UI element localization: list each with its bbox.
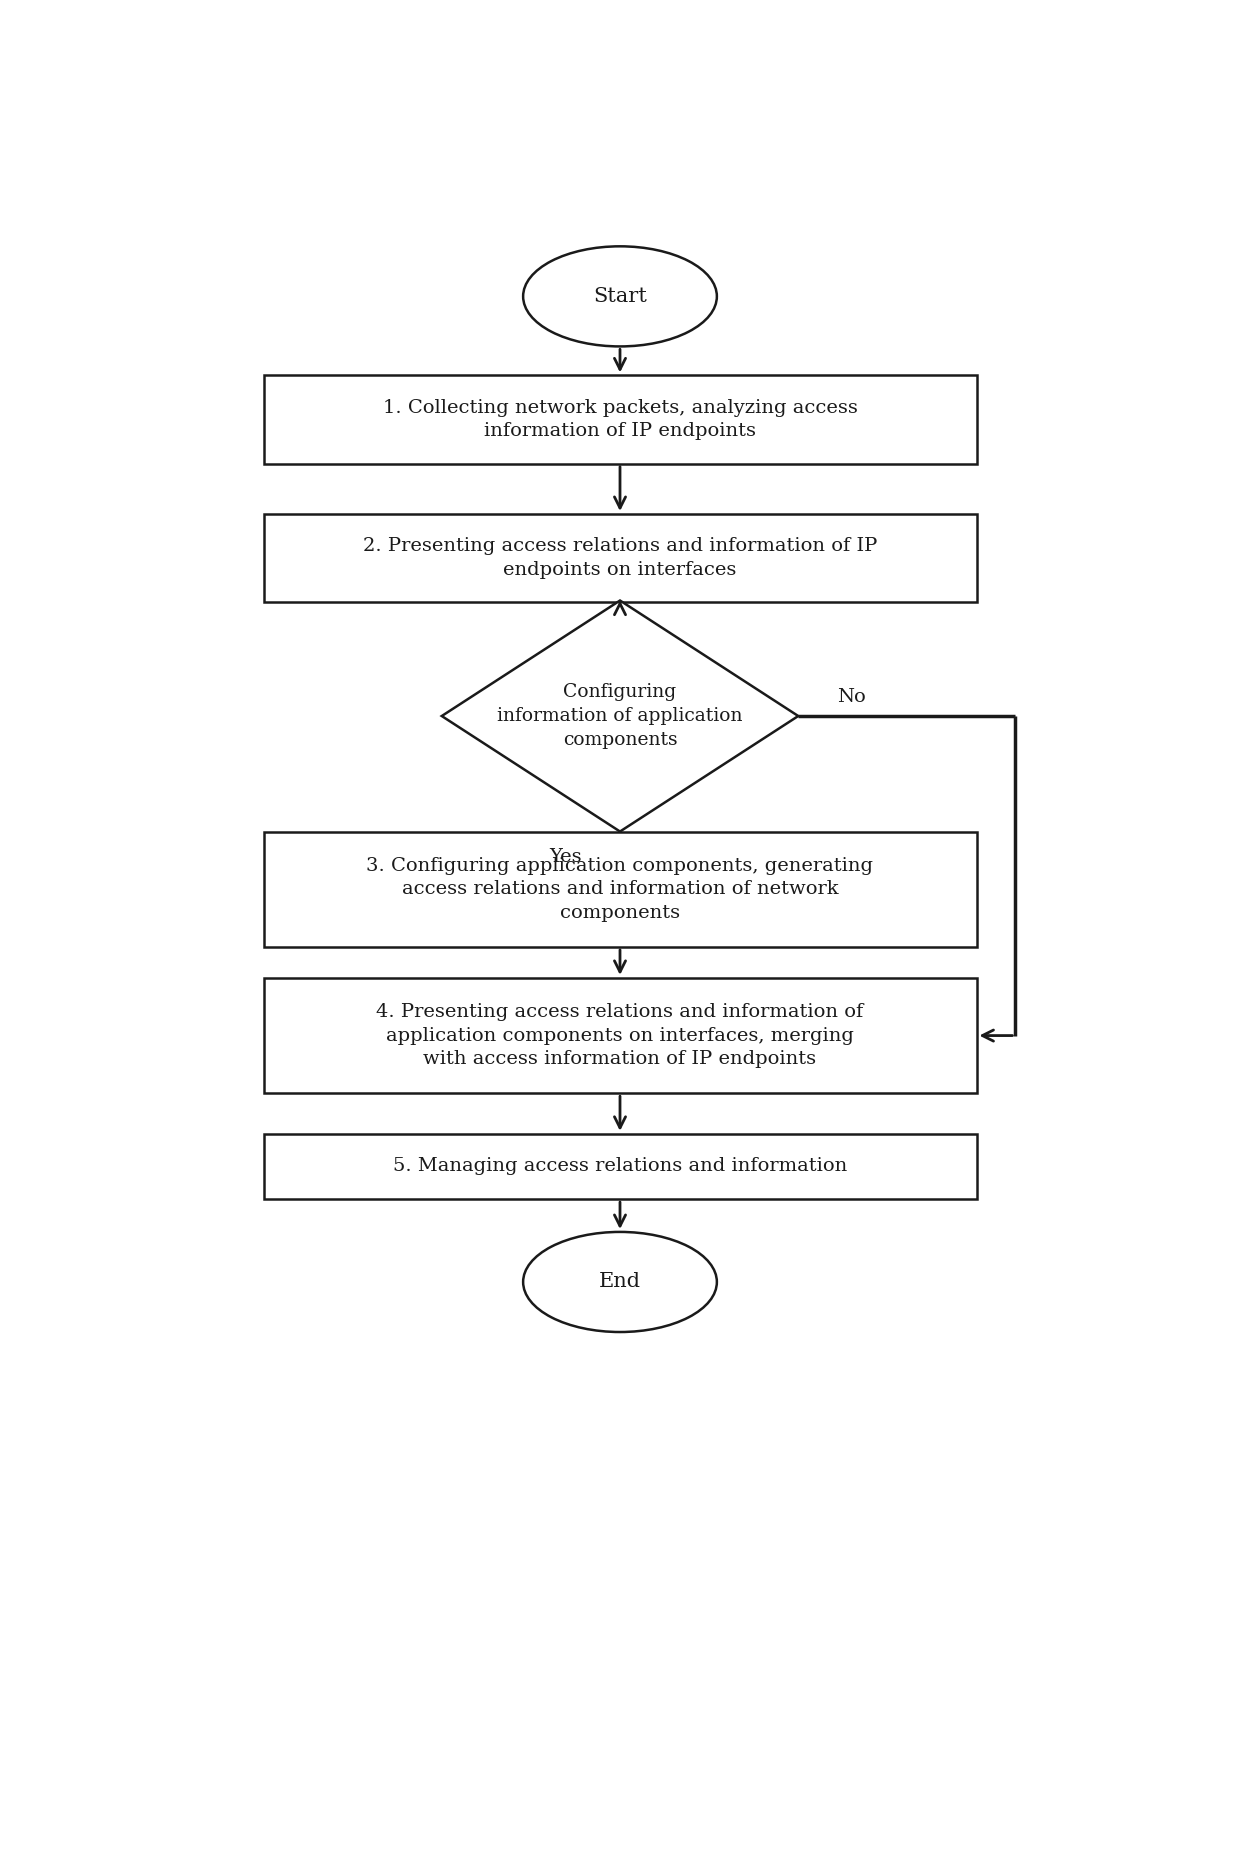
Ellipse shape	[523, 1232, 717, 1332]
Text: End: End	[599, 1272, 641, 1292]
FancyBboxPatch shape	[263, 832, 977, 948]
Text: Yes: Yes	[549, 848, 582, 867]
FancyBboxPatch shape	[263, 513, 977, 603]
Text: Start: Start	[593, 287, 647, 305]
Text: Configuring
information of application
components: Configuring information of application c…	[497, 684, 743, 749]
FancyBboxPatch shape	[263, 1133, 977, 1199]
Text: 3. Configuring application components, generating
access relations and informati: 3. Configuring application components, g…	[367, 856, 873, 922]
Text: 2. Presenting access relations and information of IP
endpoints on interfaces: 2. Presenting access relations and infor…	[363, 538, 877, 579]
Text: 1. Collecting network packets, analyzing access
information of IP endpoints: 1. Collecting network packets, analyzing…	[383, 399, 857, 440]
FancyBboxPatch shape	[263, 978, 977, 1094]
Text: 4. Presenting access relations and information of
application components on inte: 4. Presenting access relations and infor…	[377, 1002, 863, 1068]
Text: No: No	[837, 687, 866, 706]
Ellipse shape	[523, 247, 717, 347]
Polygon shape	[441, 601, 799, 832]
FancyBboxPatch shape	[263, 375, 977, 465]
Text: 5. Managing access relations and information: 5. Managing access relations and informa…	[393, 1158, 847, 1176]
